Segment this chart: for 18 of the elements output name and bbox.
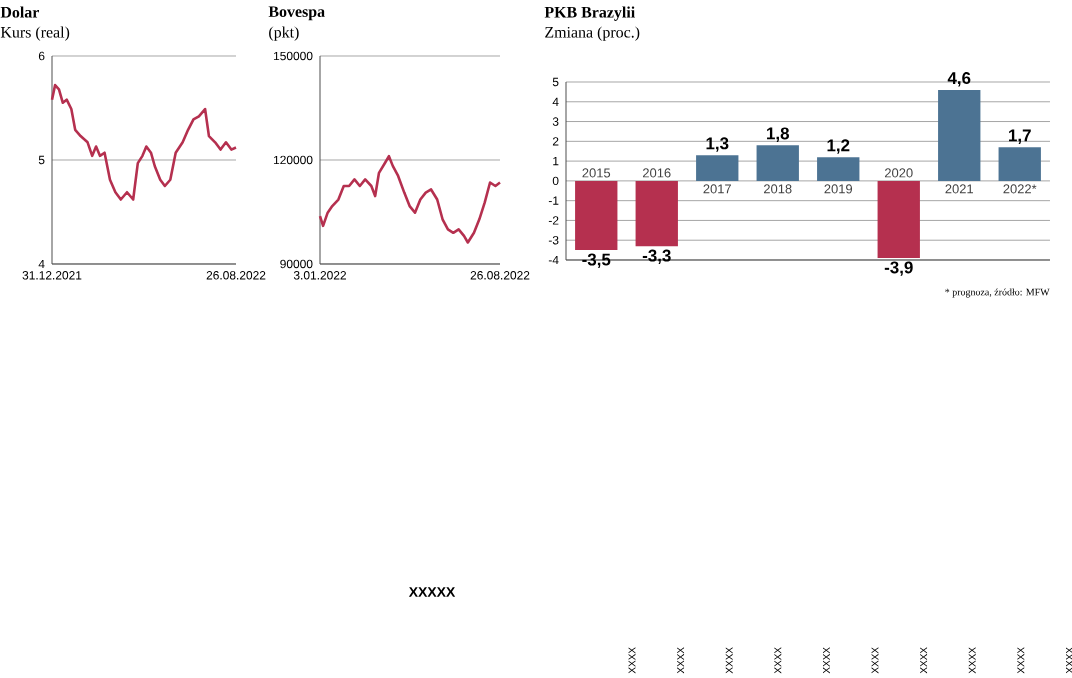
bar <box>998 147 1041 181</box>
line-series <box>318 154 502 244</box>
bar <box>575 180 618 251</box>
data-label: 1,2 <box>827 139 850 154</box>
bar <box>756 145 799 181</box>
bar <box>817 157 860 181</box>
data-label: -3,5 <box>582 253 611 268</box>
bar <box>696 155 739 181</box>
bar <box>938 89 981 181</box>
data-label: -3,9 <box>884 261 913 276</box>
data-label: 1,7 <box>1009 129 1031 144</box>
line-series <box>50 83 238 201</box>
data-label: 1,3 <box>706 137 729 152</box>
data-label: 4,6 <box>947 72 971 87</box>
data-label: 1,8 <box>767 127 790 142</box>
bar <box>635 180 678 247</box>
bar <box>877 180 920 259</box>
data-label: -3,3 <box>642 249 671 264</box>
